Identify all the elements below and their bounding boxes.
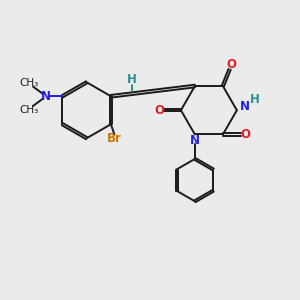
Text: CH₃: CH₃ — [19, 78, 38, 88]
Text: O: O — [155, 104, 165, 117]
Text: H: H — [250, 93, 260, 106]
Text: CH₃: CH₃ — [19, 104, 38, 115]
Text: N: N — [41, 90, 51, 103]
Text: O: O — [240, 128, 250, 141]
Text: N: N — [240, 100, 250, 113]
Text: N: N — [190, 134, 200, 147]
Text: Br: Br — [107, 133, 122, 146]
Text: H: H — [127, 73, 137, 86]
Text: O: O — [226, 58, 236, 71]
